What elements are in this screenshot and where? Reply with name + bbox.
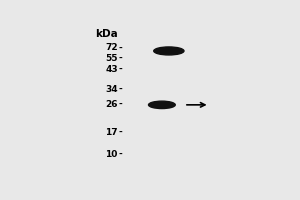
Text: -: -: [119, 54, 123, 63]
Text: -: -: [119, 85, 123, 94]
Ellipse shape: [154, 47, 184, 55]
Text: 55: 55: [105, 54, 118, 63]
Text: -: -: [119, 100, 123, 109]
Text: 72: 72: [105, 43, 118, 52]
Text: 26: 26: [105, 100, 118, 109]
Text: 10: 10: [105, 150, 118, 159]
Text: -: -: [119, 150, 123, 159]
Text: 17: 17: [105, 128, 118, 137]
Text: -: -: [119, 65, 123, 74]
Text: -: -: [119, 43, 123, 52]
Text: 43: 43: [105, 65, 118, 74]
Ellipse shape: [148, 101, 175, 109]
Text: 34: 34: [105, 85, 118, 94]
Text: kDa: kDa: [95, 29, 118, 39]
Text: -: -: [119, 128, 123, 137]
